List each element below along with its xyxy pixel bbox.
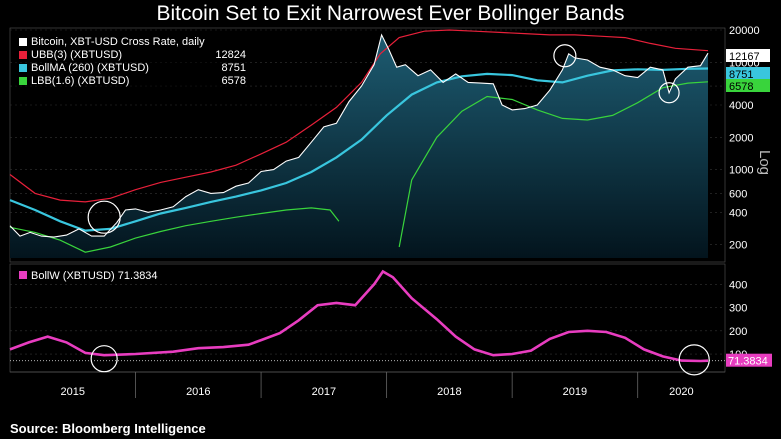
- price-tick-label: 400: [729, 207, 747, 219]
- legend-label: Bitcoin, XBT-USD Cross Rate, daily: [31, 36, 205, 48]
- width-last-tag: [726, 353, 772, 367]
- legend-swatch: [19, 38, 27, 46]
- upper-band-line: [9, 29, 709, 203]
- annotation-circle: [553, 44, 577, 68]
- legend-swatch: [19, 77, 27, 85]
- chart-title: Bitcoin Set to Exit Narrowest Ever Bolli…: [156, 2, 625, 25]
- legend-value: 6578: [222, 75, 246, 87]
- year-tick-label: 2018: [437, 386, 461, 398]
- last-value-tag: [726, 79, 770, 92]
- price-tick-label: 4000: [729, 100, 753, 112]
- bitcoin-price-area: [10, 34, 708, 259]
- legend-value: 8751: [222, 62, 246, 74]
- legend-swatch: [19, 64, 27, 72]
- year-tick-label: 2019: [563, 386, 587, 398]
- width-tick-label: 400: [729, 279, 747, 291]
- last-value-tag: [726, 49, 770, 62]
- year-tick-label: 2017: [312, 386, 336, 398]
- annotation-circle: [658, 82, 680, 104]
- width-tick-label: 300: [729, 303, 747, 315]
- annotation-circle: [678, 344, 710, 376]
- width-legend-label: BollW (XBTUSD) 71.3834: [31, 270, 158, 282]
- legend-label: UBB(3) (XBTUSD): [31, 49, 122, 61]
- source-note: Source: Bloomberg Intelligence: [10, 421, 206, 436]
- price-tick-label: 1000: [729, 165, 753, 177]
- price-axis-label: Log: [756, 150, 773, 175]
- legend-label: LBB(1.6) (XBTUSD): [31, 75, 129, 87]
- price-tick-label: 600: [729, 188, 747, 200]
- last-value-tag: [726, 67, 770, 80]
- last-value-text: 6578: [729, 81, 753, 93]
- legend-box: [14, 34, 250, 96]
- price-tick-label: 2000: [729, 132, 753, 144]
- legend-swatch: [19, 51, 27, 59]
- last-value-text: 8751: [729, 69, 753, 81]
- price-tick-label: 20000: [729, 25, 760, 37]
- year-tick-label: 2020: [669, 386, 693, 398]
- legend-value: 12824: [215, 49, 246, 61]
- annotation-circle: [90, 345, 118, 373]
- lower-band-line: [9, 81, 709, 253]
- width-last-text: 71.3834: [728, 356, 768, 368]
- bollinger-width-line: [9, 269, 709, 363]
- bitcoin-price-line: [9, 33, 709, 238]
- year-tick-label: 2016: [186, 386, 210, 398]
- moving-average-line: [9, 67, 709, 232]
- legend-label: BollMA (260) (XBTUSD): [31, 62, 149, 74]
- width-legend-swatch: [19, 271, 27, 279]
- width-tick-label: 200: [729, 326, 747, 338]
- last-value-text: 12167: [729, 51, 760, 63]
- price-tick-label: 200: [729, 240, 747, 252]
- annotation-circle: [87, 200, 121, 234]
- year-tick-label: 2015: [61, 386, 85, 398]
